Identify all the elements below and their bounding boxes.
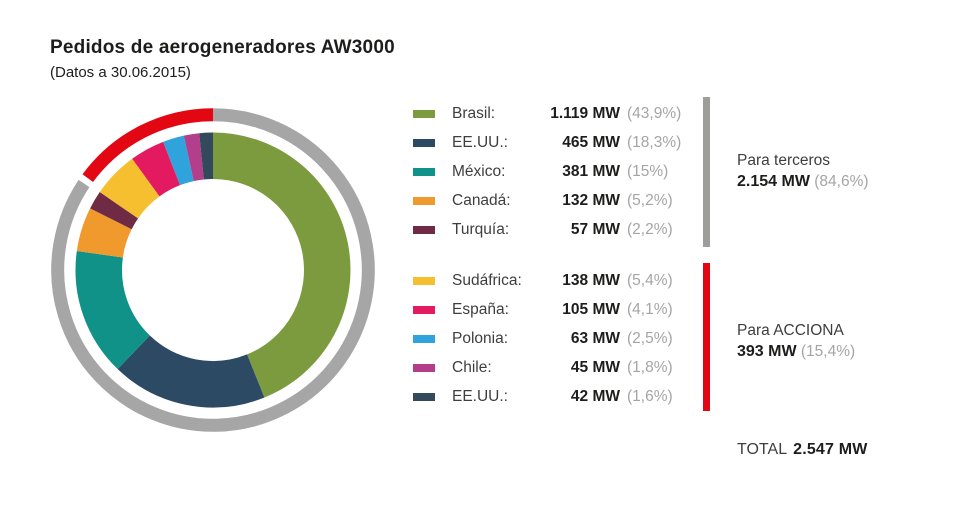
donut-segment bbox=[99, 158, 161, 219]
legend-pct: (2,5%) bbox=[627, 329, 673, 347]
legend-pct: (5,2%) bbox=[627, 191, 673, 209]
legend-pct: (1,6%) bbox=[627, 387, 673, 405]
legend-pct: (15%) bbox=[627, 162, 669, 180]
legend-swatch bbox=[413, 167, 435, 176]
legend-row: Sudáfrica: 138 MW (5,4%) bbox=[413, 267, 713, 296]
legend-label: Brasil: bbox=[452, 105, 496, 123]
acciona-bar bbox=[703, 263, 710, 411]
legend-value: 1.119 MW bbox=[550, 105, 620, 123]
legend-row: Canadá: 132 MW (5,2%) bbox=[413, 186, 713, 215]
ring-terceros-arc bbox=[51, 108, 375, 432]
acciona-pct: (15,4%) bbox=[800, 343, 856, 360]
legend-group-terceros: Brasil: 1.119 MW (43,9%) EE.UU.: 465 MW (18,3… bbox=[413, 100, 713, 244]
acciona-value: 393 MW bbox=[737, 343, 797, 360]
legend-row: Turquía: 57 MW (2,2%) bbox=[413, 215, 713, 244]
legend-row: Polonia: 63 MW (2,5%) bbox=[413, 325, 713, 354]
legend-value: 63 MW bbox=[570, 329, 620, 347]
donut-segment bbox=[132, 141, 181, 197]
acciona-label: Para ACCIONA bbox=[737, 322, 844, 339]
terceros-value: 2.154 MW bbox=[737, 173, 810, 190]
legend-row: Chile: 45 MW (1,8%) bbox=[413, 353, 713, 382]
legend-label: Chile: bbox=[452, 358, 492, 376]
donut-segment bbox=[199, 132, 214, 180]
legend-pct: (1,8%) bbox=[627, 358, 673, 376]
legend-row: México: 381 MW (15%) bbox=[413, 158, 713, 187]
acciona-annotation: Para ACCIONA 393 MW (15,4%) bbox=[737, 320, 855, 362]
legend-value: 57 MW bbox=[570, 220, 620, 238]
terceros-annotation: Para terceros 2.154 MW (84,6%) bbox=[737, 150, 869, 192]
donut-segment bbox=[117, 335, 265, 408]
legend-row: EE.UU.: 465 MW (18,3%) bbox=[413, 129, 713, 158]
donut-segment bbox=[212, 132, 351, 398]
total-value: 2.547 MW bbox=[793, 441, 868, 458]
legend-swatch bbox=[413, 139, 435, 148]
ring-acciona-arc bbox=[82, 108, 214, 183]
donut-segment bbox=[163, 135, 195, 186]
donut-chart bbox=[43, 100, 383, 440]
legend-label: Polonia: bbox=[452, 329, 509, 347]
legend-label: EE.UU.: bbox=[452, 387, 508, 405]
legend-row: EE.UU.: 42 MW (1,6%) bbox=[413, 382, 713, 411]
legend-pct: (18,3%) bbox=[627, 134, 682, 152]
terceros-pct: (84,6%) bbox=[814, 173, 869, 190]
legend-swatch bbox=[413, 225, 435, 234]
legend-value: 138 MW bbox=[562, 272, 620, 290]
legend-row: Brasil: 1.119 MW (43,9%) bbox=[413, 100, 713, 129]
donut-segment bbox=[75, 251, 151, 370]
legend-swatch bbox=[413, 363, 435, 372]
legend-value: 381 MW bbox=[562, 162, 620, 180]
donut-segment bbox=[76, 208, 132, 259]
legend-swatch bbox=[413, 110, 435, 119]
terceros-bar bbox=[703, 97, 710, 247]
total-annotation: TOTAL 2.547 MW bbox=[737, 441, 868, 459]
legend-label: Turquía: bbox=[452, 220, 510, 238]
legend-row: España: 105 MW (4,1%) bbox=[413, 296, 713, 325]
legend-value: 105 MW bbox=[562, 301, 620, 319]
page-subtitle: (Datos a 30.06.2015) bbox=[50, 64, 191, 81]
donut-segment bbox=[183, 133, 205, 182]
legend-label: EE.UU.: bbox=[452, 134, 508, 152]
page-title: Pedidos de aerogeneradores AW3000 bbox=[50, 37, 395, 58]
legend-swatch bbox=[413, 334, 435, 343]
terceros-label: Para terceros bbox=[737, 152, 831, 169]
legend-label: España: bbox=[452, 301, 509, 319]
legend-swatch bbox=[413, 196, 435, 205]
legend-label: Sudáfrica: bbox=[452, 272, 522, 290]
legend-pct: (2,2%) bbox=[627, 220, 673, 238]
legend-value: 45 MW bbox=[570, 358, 620, 376]
legend-swatch bbox=[413, 277, 435, 286]
legend-group-acciona: Sudáfrica: 138 MW (5,4%) España: 105 MW (4,1%… bbox=[413, 267, 713, 411]
donut-svg bbox=[51, 108, 375, 432]
legend-swatch bbox=[413, 306, 435, 315]
total-label: TOTAL bbox=[737, 441, 788, 458]
legend-label: México: bbox=[452, 162, 506, 180]
legend-swatch bbox=[413, 392, 435, 401]
legend-value: 465 MW bbox=[562, 134, 620, 152]
donut-segment bbox=[90, 192, 139, 230]
legend-pct: (4,1%) bbox=[627, 301, 673, 319]
legend-value: 42 MW bbox=[570, 387, 620, 405]
legend-pct: (5,4%) bbox=[627, 272, 673, 290]
legend-label: Canadá: bbox=[452, 191, 511, 209]
legend-pct: (43,9%) bbox=[627, 105, 682, 123]
legend-value: 132 MW bbox=[562, 191, 620, 209]
